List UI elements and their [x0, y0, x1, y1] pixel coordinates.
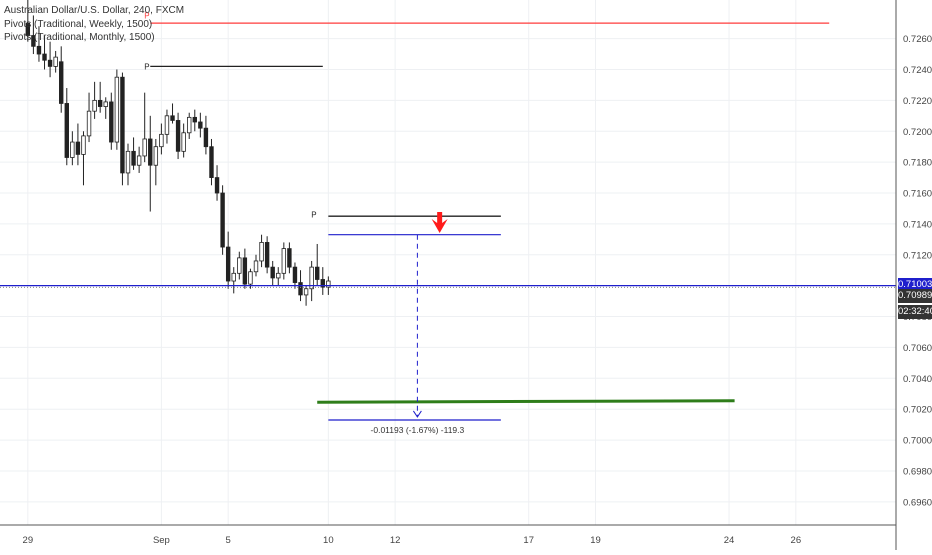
x-tick-label: 12 — [390, 535, 401, 546]
candle-body — [198, 121, 203, 129]
x-tick-label: Sep — [153, 535, 170, 546]
candle-body — [81, 135, 86, 155]
x-tick-label: 29 — [23, 535, 34, 546]
candle-body — [131, 150, 136, 166]
chart-legend: Australian Dollar/U.S. Dollar, 240, FXCM… — [4, 4, 184, 45]
current-price-tag: 0.71003 — [898, 278, 932, 293]
candle-body — [97, 99, 103, 107]
x-tick-label: 26 — [791, 535, 802, 546]
pivot-p-label: P — [144, 11, 149, 20]
pivot-p-label: P — [144, 62, 149, 71]
secondary-price-tag: 0.70989 — [898, 289, 932, 304]
time-axis[interactable]: 29 Sep 5 10 12 17 19 24 26 — [0, 524, 896, 546]
candle-body — [170, 115, 175, 121]
candle-body — [298, 282, 303, 296]
candle-body — [259, 242, 264, 262]
x-tick-label: 10 — [323, 535, 334, 546]
candle-body — [114, 76, 120, 143]
candle-body — [292, 266, 298, 283]
measure-label: -0.01193 (-1.67%) -119.3 — [371, 425, 465, 435]
candle-body — [326, 280, 331, 288]
legend-pivot-monthly[interactable]: Pivots (Traditional, Monthly, 1500) — [4, 32, 155, 43]
legend-symbol[interactable]: Australian Dollar/U.S. Dollar, 240, FXCM — [4, 5, 185, 16]
candle-body — [42, 53, 47, 61]
candle-body — [264, 242, 270, 268]
candle-body — [175, 120, 181, 152]
grid — [0, 0, 896, 525]
x-tick-label: 5 — [226, 535, 231, 546]
pivot-p-label: P — [311, 211, 316, 220]
candle-body — [47, 59, 53, 67]
overlays-group: -0.01193 (-1.67%) -119.3 P P P — [0, 11, 896, 435]
measure-arrowhead — [412, 410, 422, 418]
candle-body — [31, 35, 36, 47]
candle-body — [253, 260, 259, 273]
candle-body — [242, 257, 248, 285]
candle-body — [153, 146, 159, 166]
sell-arrow-icon[interactable] — [431, 211, 448, 233]
candle-body — [159, 133, 164, 148]
candle-body — [309, 266, 314, 290]
candle-body — [214, 177, 220, 194]
x-tick-label: 24 — [724, 535, 735, 546]
candle-body — [120, 76, 125, 174]
candle-body — [237, 257, 242, 274]
candle-body — [281, 248, 287, 274]
candles-group — [25, 0, 331, 306]
candle-body — [270, 266, 275, 279]
legend-pivot-weekly[interactable]: Pivots (Traditional, Weekly, 1500) — [4, 18, 153, 30]
candle-body — [103, 101, 108, 107]
candle-body — [142, 138, 147, 157]
candle-body — [192, 116, 197, 123]
candle-body — [220, 192, 225, 248]
candle-body — [287, 248, 292, 268]
candle-body — [225, 246, 231, 282]
candle-body — [148, 138, 153, 166]
candle-body — [276, 272, 281, 279]
candle-body — [181, 132, 186, 152]
countdown-tag: 02:32:40 — [898, 305, 932, 320]
candle-body — [315, 266, 320, 280]
candle-body — [75, 141, 81, 155]
candle-body — [209, 146, 214, 178]
candle-body — [70, 141, 75, 158]
candle-body — [59, 61, 64, 104]
candle-body — [187, 116, 192, 134]
candle-body — [86, 110, 92, 137]
candle-body — [231, 272, 236, 282]
candle-body — [203, 127, 209, 148]
candle-body — [303, 288, 309, 296]
x-tick-label: 17 — [523, 535, 534, 546]
candle-body — [53, 56, 58, 67]
y-tick-label: 0.72600 — [903, 34, 932, 45]
candle-body — [92, 99, 97, 112]
candle-body — [36, 45, 42, 55]
x-tick-label: 19 — [590, 535, 601, 546]
candle-body — [320, 279, 325, 288]
candle-body — [64, 103, 69, 158]
candle-body — [136, 155, 142, 166]
candle-body — [109, 101, 114, 143]
candle-body — [125, 150, 131, 174]
green-target-line[interactable] — [317, 399, 735, 404]
candle-body — [248, 271, 253, 285]
candle-body — [25, 22, 31, 36]
candle-body — [164, 115, 170, 135]
